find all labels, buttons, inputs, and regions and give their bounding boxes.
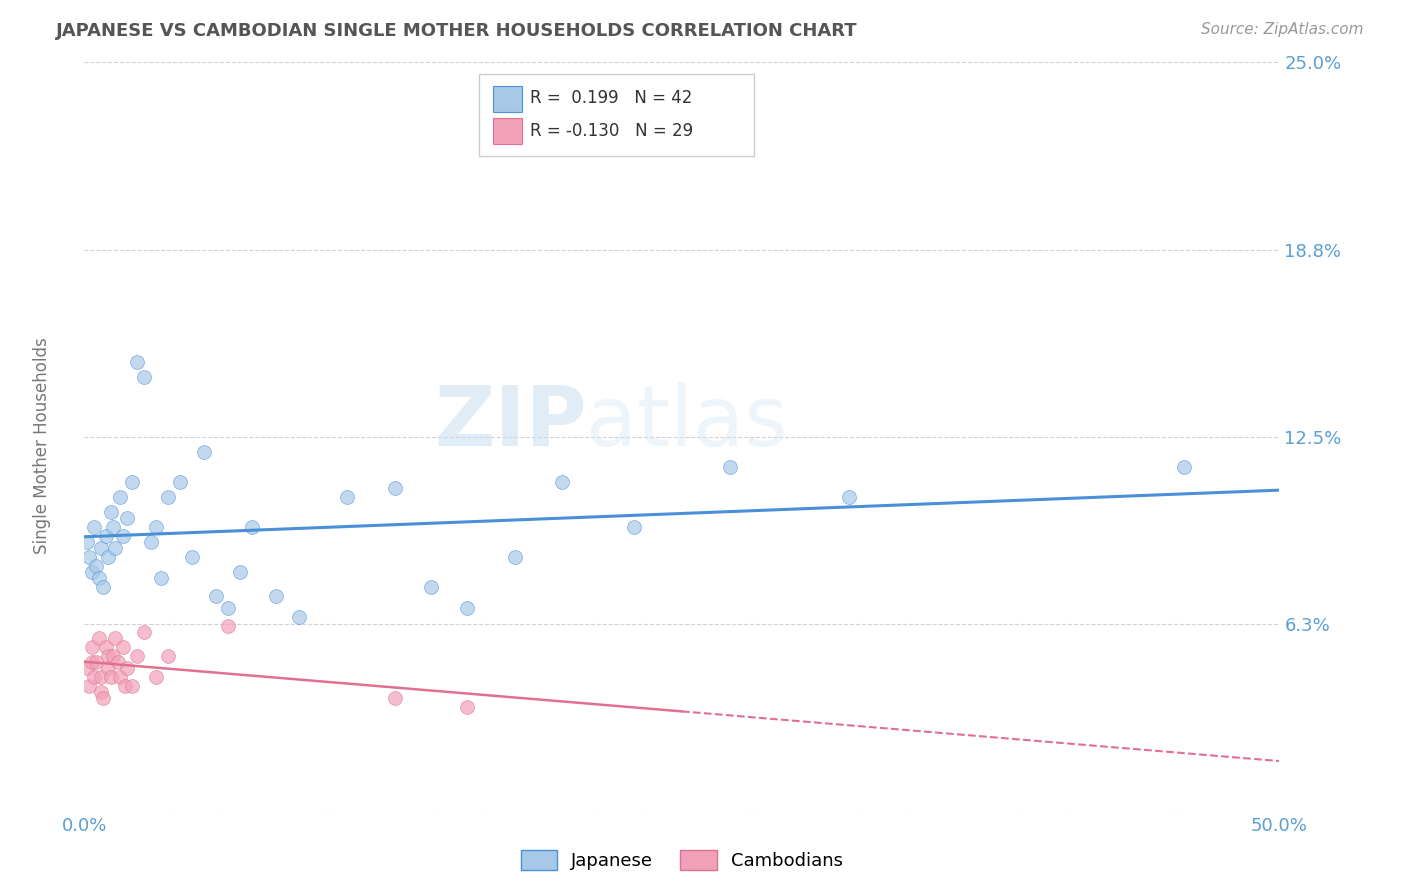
Point xyxy=(551,475,574,489)
Point xyxy=(111,529,134,543)
Point xyxy=(384,481,406,495)
Point xyxy=(93,580,115,594)
Point xyxy=(157,490,180,504)
Point xyxy=(288,610,311,624)
Point xyxy=(193,445,215,459)
Point xyxy=(125,648,148,663)
Point xyxy=(87,571,110,585)
Point xyxy=(145,520,167,534)
Point xyxy=(97,661,120,675)
Point xyxy=(117,511,139,525)
Text: ZIP: ZIP xyxy=(434,382,586,463)
Point xyxy=(121,475,143,489)
Text: Single Mother Households: Single Mother Households xyxy=(34,338,51,554)
Point xyxy=(100,505,122,519)
Text: R = -0.130   N = 29: R = -0.130 N = 29 xyxy=(530,122,693,140)
Point xyxy=(117,661,139,675)
Point xyxy=(100,670,122,684)
Point xyxy=(121,679,143,693)
Point xyxy=(77,549,100,564)
Point xyxy=(77,679,100,693)
Point xyxy=(94,529,117,543)
Point xyxy=(104,541,127,555)
FancyBboxPatch shape xyxy=(494,86,522,112)
Point xyxy=(93,690,115,705)
Point xyxy=(101,520,124,534)
Point xyxy=(623,520,645,534)
Point xyxy=(104,631,127,645)
Point xyxy=(76,535,98,549)
Point xyxy=(76,661,98,675)
Point xyxy=(97,549,120,564)
Point xyxy=(336,490,359,504)
Text: Source: ZipAtlas.com: Source: ZipAtlas.com xyxy=(1201,22,1364,37)
Point xyxy=(86,655,108,669)
Point xyxy=(132,370,156,384)
Text: JAPANESE VS CAMBODIAN SINGLE MOTHER HOUSEHOLDS CORRELATION CHART: JAPANESE VS CAMBODIAN SINGLE MOTHER HOUS… xyxy=(56,22,858,40)
Point xyxy=(83,520,105,534)
Point xyxy=(80,565,103,579)
Point xyxy=(125,355,148,369)
Point xyxy=(80,640,103,654)
Point xyxy=(503,549,526,564)
Point xyxy=(149,571,172,585)
Text: atlas: atlas xyxy=(586,382,787,463)
Point xyxy=(157,648,180,663)
Point xyxy=(217,601,239,615)
Point xyxy=(384,690,406,705)
Point xyxy=(97,648,120,663)
Point xyxy=(110,490,132,504)
Point xyxy=(217,619,239,633)
Point xyxy=(1173,460,1195,475)
FancyBboxPatch shape xyxy=(494,118,522,145)
Point xyxy=(132,624,156,639)
Point xyxy=(111,640,134,654)
Point xyxy=(229,565,252,579)
Point xyxy=(90,670,112,684)
Point xyxy=(110,670,132,684)
Text: R =  0.199   N = 42: R = 0.199 N = 42 xyxy=(530,89,693,107)
Point xyxy=(264,589,287,603)
Point xyxy=(145,670,167,684)
Point xyxy=(456,699,478,714)
Point xyxy=(87,631,110,645)
Legend: Japanese, Cambodians: Japanese, Cambodians xyxy=(513,842,851,878)
Point xyxy=(181,549,204,564)
Point xyxy=(141,535,163,549)
Point xyxy=(456,601,478,615)
Point xyxy=(80,655,103,669)
Point xyxy=(838,490,860,504)
Point xyxy=(90,685,112,699)
Point xyxy=(240,520,263,534)
Point xyxy=(94,640,117,654)
Point xyxy=(90,541,112,555)
Point xyxy=(114,679,136,693)
Point xyxy=(83,670,105,684)
Point xyxy=(101,648,124,663)
Point xyxy=(718,460,741,475)
Point xyxy=(107,655,129,669)
Point xyxy=(169,475,191,489)
Point xyxy=(86,558,108,573)
FancyBboxPatch shape xyxy=(479,74,754,156)
Point xyxy=(420,580,443,594)
Point xyxy=(205,589,228,603)
